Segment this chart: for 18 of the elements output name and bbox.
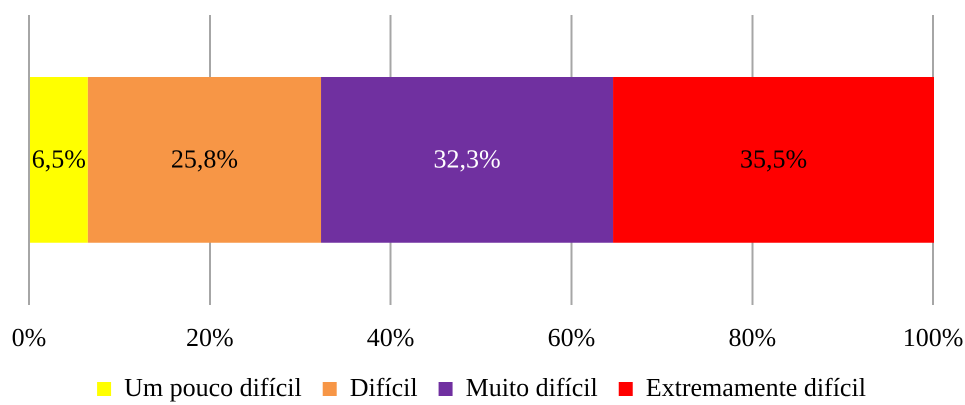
x-tick-label: 40% xyxy=(366,323,414,352)
x-tick-label: 80% xyxy=(728,323,776,352)
data-label: 35,5% xyxy=(740,144,808,174)
bar xyxy=(613,77,934,243)
data-label: 32,3% xyxy=(433,144,501,174)
bar xyxy=(30,77,88,243)
data-label: 25,8% xyxy=(170,144,238,174)
x-tick-label: 60% xyxy=(548,323,596,352)
x-tick-label: 100% xyxy=(902,323,964,352)
bar xyxy=(88,77,322,243)
x-tick-label: 20% xyxy=(186,323,234,352)
legend-label: Difícil xyxy=(350,372,418,402)
legend-label: Um pouco difícil xyxy=(124,372,302,402)
legend-label: Muito difícil xyxy=(466,372,598,402)
x-tick-label: 0% xyxy=(12,323,46,352)
data-label: 6,5% xyxy=(32,144,86,174)
legend-label: Extremamente difícil xyxy=(646,372,866,402)
bar xyxy=(321,77,614,243)
